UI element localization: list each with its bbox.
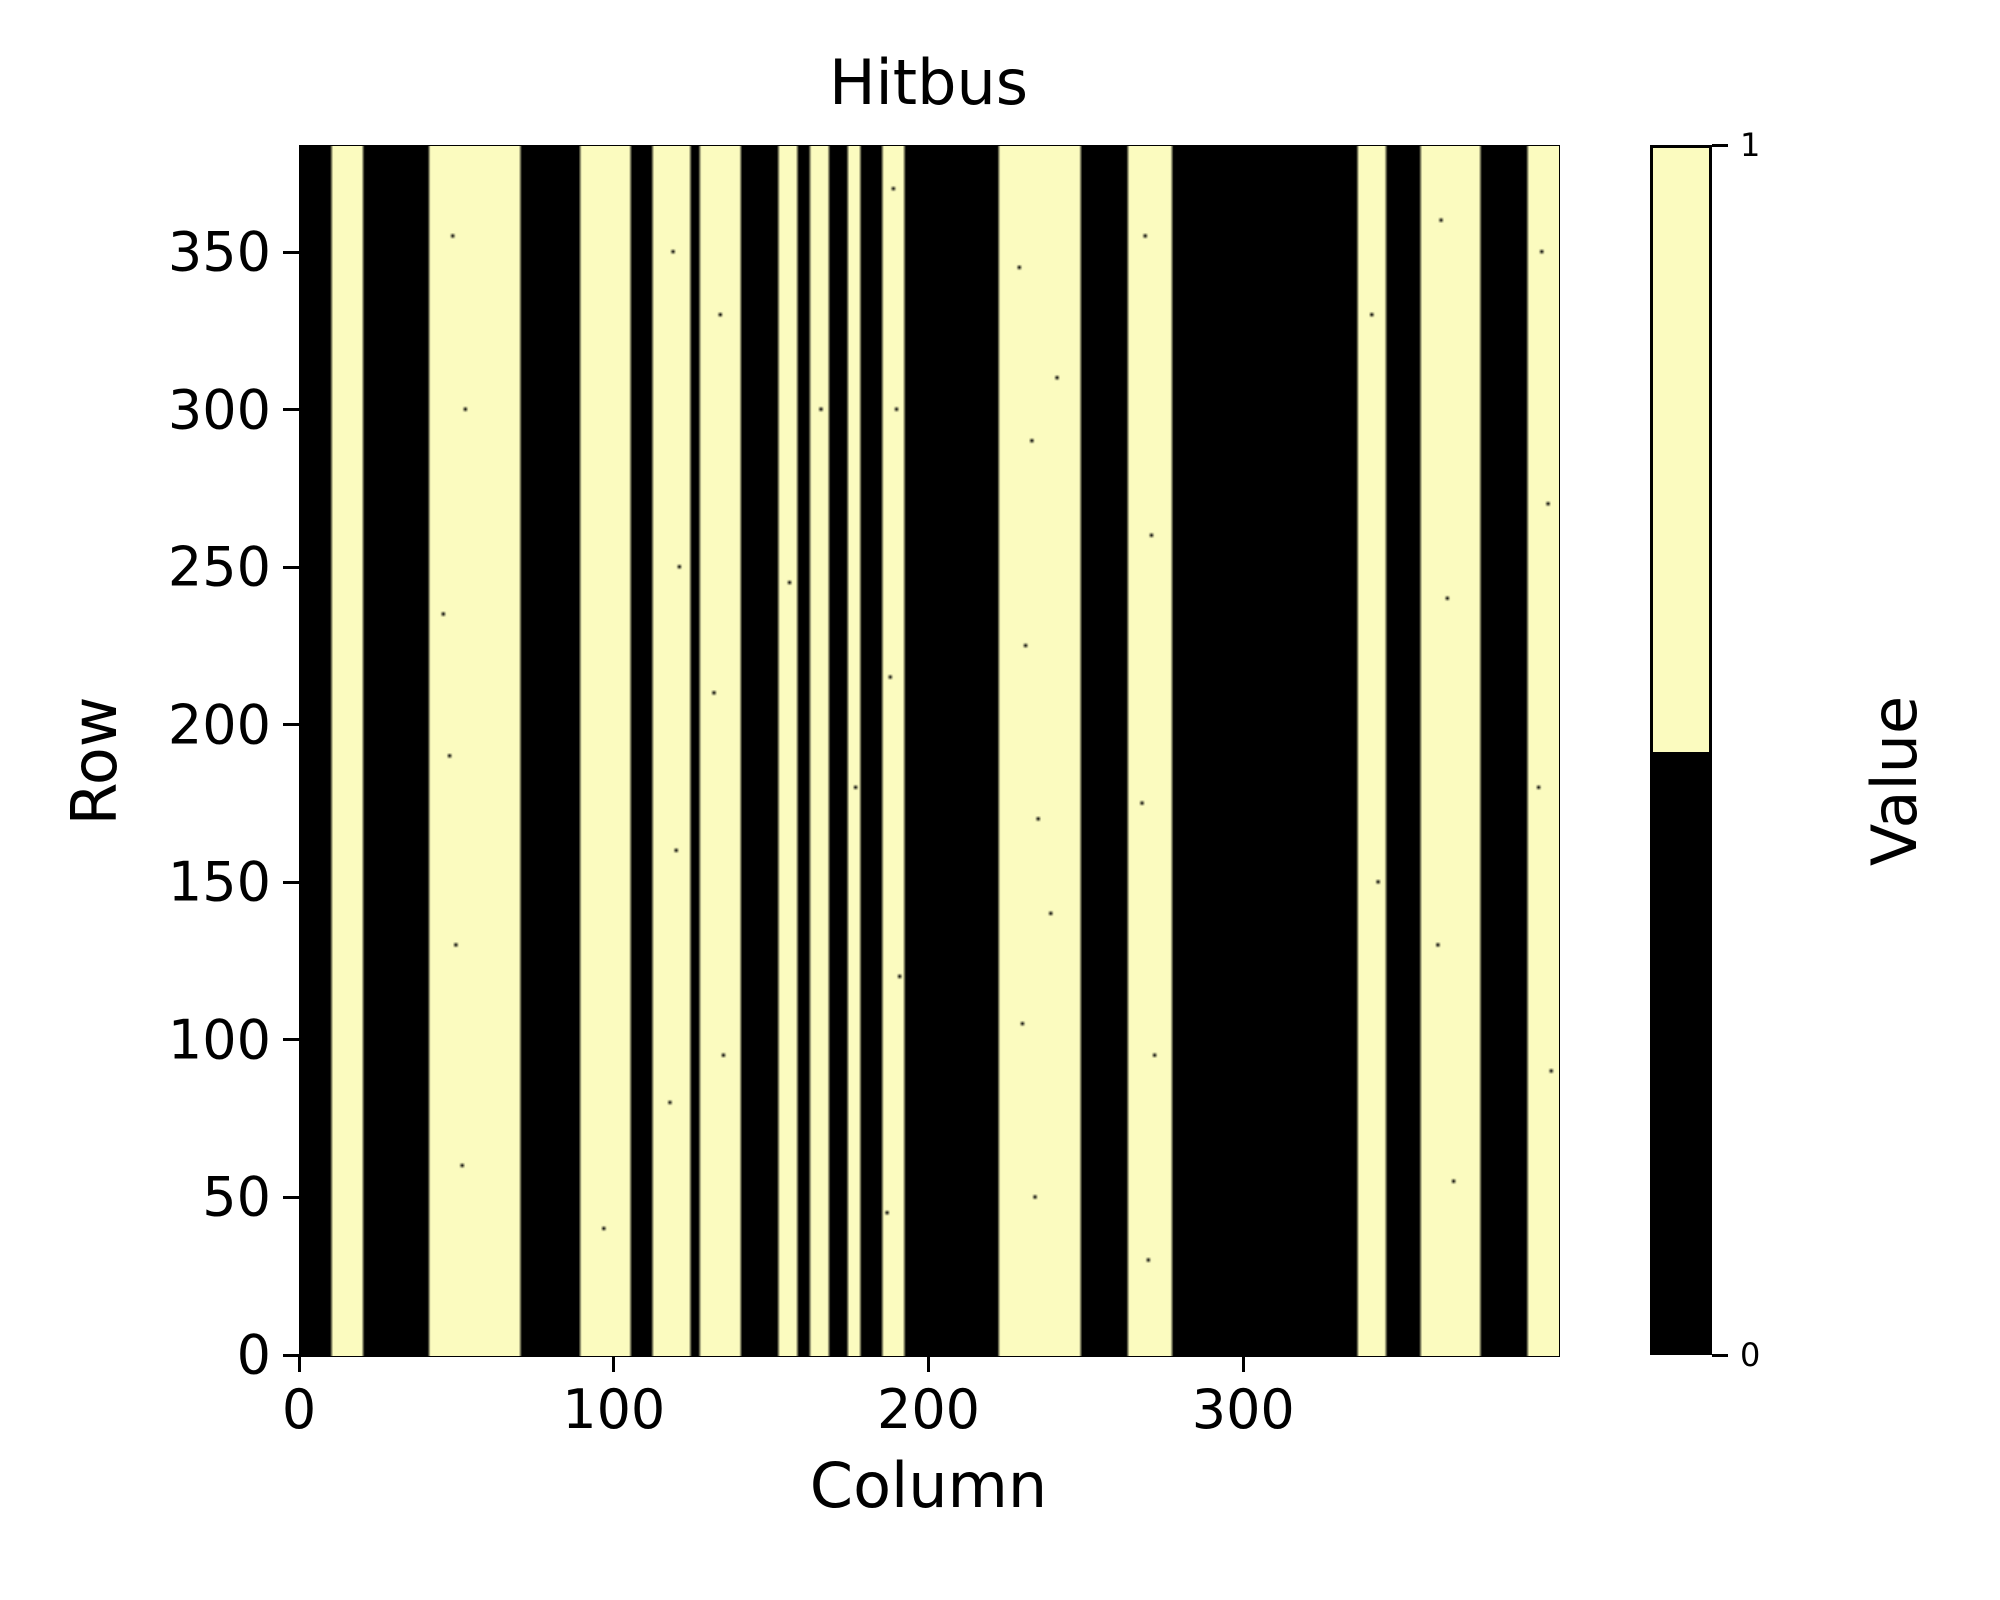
y-tick-label: 150 [167, 850, 271, 914]
heatmap-plot-area[interactable] [299, 145, 1560, 1357]
x-tick-label: 0 [281, 1378, 317, 1441]
x-tick-mark [612, 1356, 616, 1372]
x-tick-label: 300 [1191, 1378, 1295, 1441]
x-tick-mark [297, 1356, 301, 1372]
y-axis-label: Row [58, 696, 131, 826]
colorbar-tick-label: 0 [1740, 1336, 1761, 1374]
x-tick-label: 200 [876, 1378, 981, 1441]
y-tick-mark [283, 250, 299, 254]
colorbar-tick-mark [1712, 143, 1728, 147]
y-tick-mark [283, 1353, 299, 1357]
y-tick-label: 100 [167, 1008, 271, 1072]
y-axis: 0 50 100 150 200 250 300 350 [0, 145, 299, 1387]
y-tick-mark [283, 723, 299, 727]
x-axis: 0 100 200 300 [282, 1356, 1558, 1476]
y-tick-label: 300 [167, 378, 271, 442]
colorbar-label: Value [1858, 695, 1931, 867]
colorbar[interactable] [1650, 145, 1712, 1355]
y-tick-label: 0 [236, 1323, 271, 1387]
y-tick-label: 250 [167, 535, 271, 599]
colorbar-tick-mark [1712, 1353, 1728, 1357]
y-tick-mark [283, 565, 299, 569]
x-tick-label: 100 [562, 1378, 666, 1441]
x-tick-mark [927, 1356, 930, 1372]
x-axis-label: Column [809, 1449, 1048, 1522]
colorbar-low-band [1653, 752, 1709, 1352]
y-tick-mark [283, 1195, 299, 1199]
y-tick-mark [283, 1038, 299, 1042]
y-tick-mark [283, 880, 299, 884]
y-tick-label: 200 [167, 693, 271, 757]
y-tick-label: 50 [202, 1165, 271, 1229]
x-tick-mark [1241, 1356, 1245, 1372]
page-title: Hitbus [828, 46, 1029, 119]
y-tick-mark [283, 408, 299, 412]
heatmap-image [300, 146, 1559, 1356]
colorbar-high-band [1653, 148, 1709, 753]
y-tick-label: 350 [167, 220, 271, 284]
colorbar-tick-label: 1 [1740, 126, 1761, 164]
